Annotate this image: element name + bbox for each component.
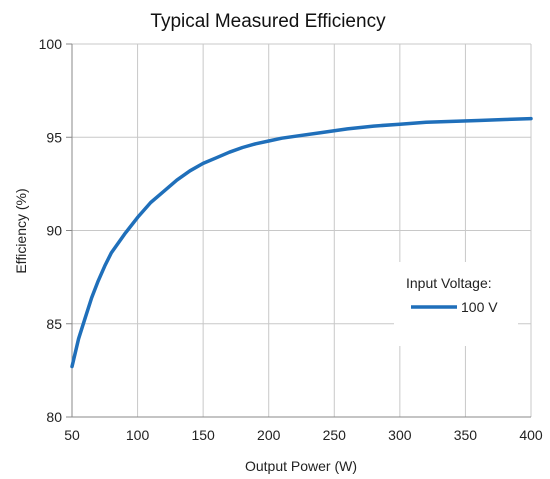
legend-title: Input Voltage: [406,275,492,291]
x-tick-label-150: 150 [191,427,215,443]
legend: Input Voltage: 100 V [394,262,518,346]
x-tick-label-350: 350 [454,427,478,443]
x-tick-label-100: 100 [126,427,150,443]
y-axis-label: Efficiency (%) [13,188,29,273]
series-line-0 [70,116,533,369]
chart-title: Typical Measured Efficiency [150,11,386,32]
grid [71,43,532,418]
legend-box [394,262,518,346]
x-tick-label-50: 50 [64,427,80,443]
x-tick-label-200: 200 [257,427,281,443]
x-tick-label-300: 300 [388,427,412,443]
y-tick-label-100: 100 [39,36,63,52]
series-lines [70,116,533,369]
y-tick-label-85: 85 [46,316,62,332]
x-tick-label-400: 400 [519,427,543,443]
x-axis-label: Output Power (W) [245,458,357,474]
x-tick-labels: 50 100 150 200 250 300 350 400 [64,427,543,443]
y-tick-labels: 80 85 90 95 100 [39,36,63,425]
y-tick-label-95: 95 [46,129,62,145]
axes [66,43,531,418]
x-tick-label-250: 250 [323,427,347,443]
y-tick-label-90: 90 [46,223,62,239]
y-tick-label-80: 80 [46,409,62,425]
legend-label-100v: 100 V [461,299,498,315]
